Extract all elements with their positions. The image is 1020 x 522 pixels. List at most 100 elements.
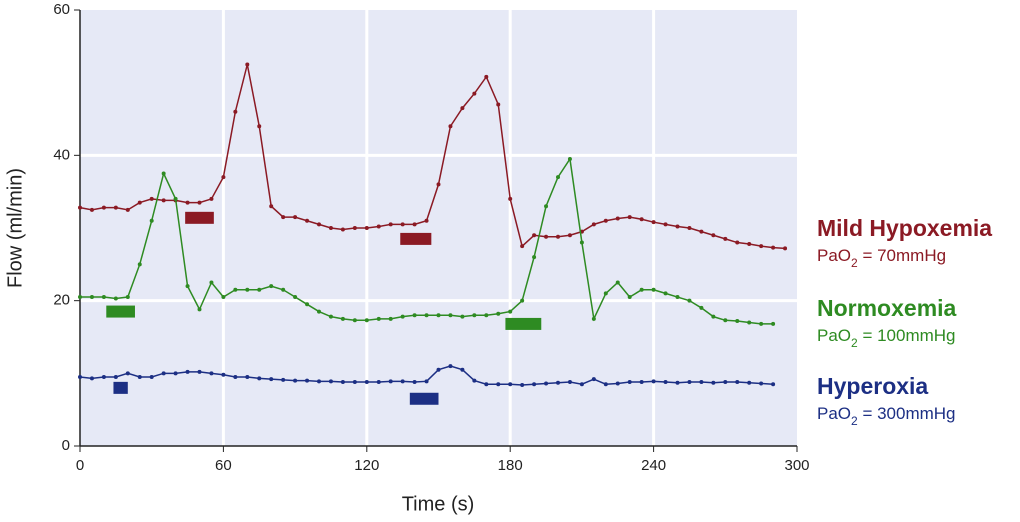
data-point bbox=[615, 280, 620, 285]
data-point bbox=[269, 377, 274, 382]
data-point bbox=[328, 314, 333, 319]
data-point bbox=[412, 313, 417, 318]
data-point bbox=[675, 295, 680, 300]
data-point bbox=[317, 379, 321, 384]
data-point bbox=[209, 196, 214, 201]
stimulus-bar bbox=[505, 317, 542, 330]
x-tick-label: 300 bbox=[784, 457, 809, 474]
data-point bbox=[747, 241, 752, 246]
data-point bbox=[567, 233, 572, 238]
data-point bbox=[675, 224, 680, 229]
data-point bbox=[675, 380, 680, 385]
data-point bbox=[424, 313, 429, 318]
data-point bbox=[352, 226, 357, 230]
data-point bbox=[221, 175, 226, 180]
data-point bbox=[699, 229, 704, 234]
data-point bbox=[125, 295, 130, 300]
data-point bbox=[484, 313, 489, 318]
data-point bbox=[508, 309, 513, 314]
data-point bbox=[448, 313, 453, 318]
data-point bbox=[352, 380, 357, 385]
data-point bbox=[639, 380, 644, 385]
data-point bbox=[376, 380, 381, 385]
data-point bbox=[328, 379, 333, 384]
data-point bbox=[233, 374, 238, 379]
data-point bbox=[651, 379, 656, 384]
data-point bbox=[496, 311, 501, 316]
data-point bbox=[436, 367, 441, 372]
data-point bbox=[711, 233, 716, 238]
data-point bbox=[78, 374, 82, 379]
stimulus-bar bbox=[113, 381, 128, 394]
data-point bbox=[101, 295, 106, 300]
data-point bbox=[78, 205, 82, 210]
data-point bbox=[245, 62, 250, 67]
data-point bbox=[472, 378, 477, 383]
data-point bbox=[783, 246, 788, 251]
data-point bbox=[221, 372, 226, 377]
data-point bbox=[173, 371, 178, 376]
data-point bbox=[257, 376, 262, 381]
data-point bbox=[759, 244, 764, 249]
data-point bbox=[197, 307, 202, 312]
data-point bbox=[520, 298, 525, 303]
data-point bbox=[113, 296, 118, 301]
data-point bbox=[496, 102, 501, 107]
data-point bbox=[89, 376, 94, 381]
x-tick-label: 240 bbox=[641, 457, 666, 474]
data-point bbox=[89, 295, 94, 300]
legend-note-sub: 2 bbox=[851, 256, 858, 270]
data-point bbox=[556, 175, 560, 180]
data-point bbox=[603, 218, 608, 223]
stimulus-bar bbox=[400, 232, 432, 245]
data-point bbox=[364, 380, 369, 385]
data-point bbox=[472, 91, 477, 96]
data-point bbox=[317, 309, 321, 314]
data-point bbox=[687, 298, 692, 303]
data-point bbox=[245, 374, 250, 379]
data-point bbox=[496, 382, 501, 387]
data-point bbox=[544, 381, 549, 386]
data-point bbox=[651, 220, 656, 225]
data-point bbox=[603, 291, 608, 296]
data-point bbox=[603, 382, 608, 387]
data-point bbox=[233, 109, 238, 114]
data-point bbox=[484, 74, 489, 79]
data-point bbox=[293, 378, 298, 383]
data-point bbox=[460, 367, 465, 372]
legend-note: PaO2 = 100mmHg bbox=[817, 326, 956, 350]
data-point bbox=[113, 374, 118, 379]
data-point bbox=[520, 244, 525, 249]
data-point bbox=[663, 291, 668, 296]
data-point bbox=[484, 382, 489, 387]
data-point bbox=[412, 222, 417, 227]
data-point bbox=[735, 380, 740, 385]
data-point bbox=[424, 379, 429, 384]
legend-note-sub: 2 bbox=[851, 336, 858, 350]
y-axis-title: Flow (ml/min) bbox=[4, 168, 26, 288]
data-point bbox=[460, 106, 465, 111]
legend-note: PaO2 = 300mmHg bbox=[817, 404, 956, 428]
data-point bbox=[257, 124, 262, 129]
data-point bbox=[747, 320, 752, 325]
data-point bbox=[400, 222, 405, 227]
data-point bbox=[293, 215, 298, 220]
data-point bbox=[209, 280, 214, 285]
data-point bbox=[579, 382, 584, 387]
data-point bbox=[615, 381, 620, 386]
legend-name: Mild Hypoxemia bbox=[817, 215, 992, 241]
data-point bbox=[591, 222, 596, 227]
data-point bbox=[508, 382, 513, 387]
data-point bbox=[639, 287, 644, 292]
data-point bbox=[627, 380, 632, 385]
x-tick-label: 60 bbox=[215, 457, 232, 474]
data-point bbox=[125, 371, 130, 376]
legend-note-sub: 2 bbox=[851, 414, 858, 428]
data-point bbox=[651, 287, 656, 292]
data-point bbox=[149, 218, 154, 223]
data-point bbox=[185, 200, 190, 205]
data-point bbox=[520, 382, 525, 387]
data-point bbox=[173, 196, 178, 201]
data-point bbox=[699, 380, 704, 385]
